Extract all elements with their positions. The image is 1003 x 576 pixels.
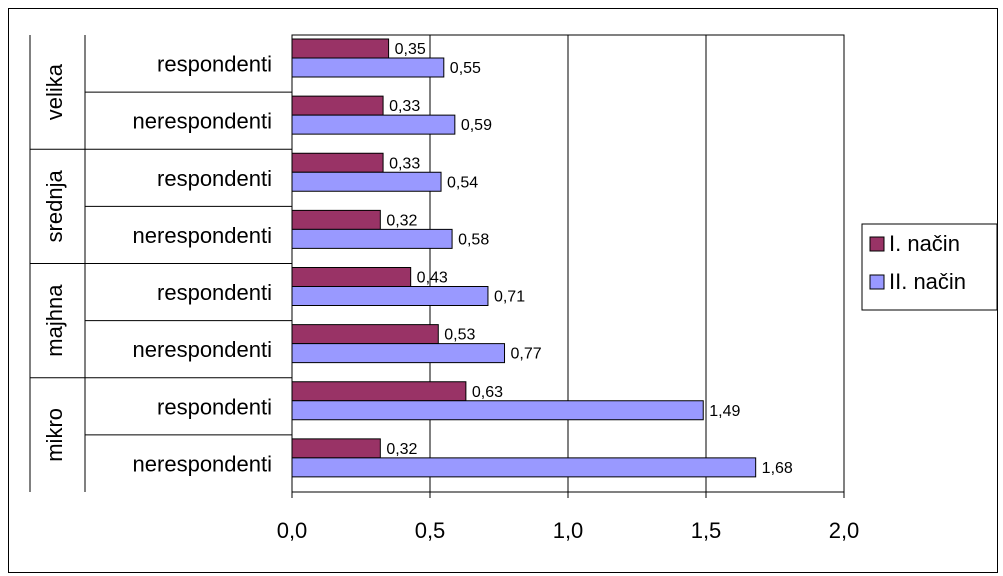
bar-series2 [291, 457, 757, 478]
bar-series1 [291, 152, 384, 173]
x-tick-label: 1,5 [691, 518, 722, 543]
bar-series2 [291, 57, 445, 78]
data-label: 0,59 [461, 117, 492, 134]
data-label: 0,32 [386, 212, 417, 229]
group-label: majhna [42, 284, 67, 357]
data-label: 0,55 [450, 60, 481, 77]
category-label: respondenti [157, 52, 272, 77]
group-label: srednja [42, 170, 67, 243]
x-tick-label: 0,0 [277, 518, 308, 543]
category-label: nerespondenti [133, 337, 272, 362]
chart-frame [8, 8, 998, 573]
data-label: 0,32 [386, 441, 417, 458]
group-label: velika [42, 63, 67, 120]
bar-series2 [291, 228, 453, 249]
x-tick-label: 2,0 [829, 518, 860, 543]
group-label: mikro [42, 408, 67, 462]
bar-series1 [291, 38, 390, 59]
category-label: respondenti [157, 166, 272, 191]
data-label: 0,77 [511, 346, 542, 363]
legend-label: II. način [889, 269, 966, 294]
bar-series1 [291, 267, 412, 287]
x-tick-label: 0,5 [415, 518, 446, 543]
legend-swatch [869, 236, 885, 252]
category-label: respondenti [157, 394, 272, 419]
legend-swatch [869, 274, 885, 290]
data-label: 1,68 [762, 460, 793, 477]
bar-series2 [291, 343, 506, 364]
bar-series2 [291, 400, 704, 421]
bar-series2 [291, 171, 442, 192]
data-label: 0,33 [389, 155, 420, 172]
data-label: 0,63 [472, 384, 503, 401]
data-label: 0,71 [494, 289, 525, 306]
bar-series2 [291, 114, 456, 135]
data-label: 0,33 [389, 98, 420, 115]
data-label: 1,49 [709, 403, 740, 420]
data-label: 0,58 [458, 231, 489, 248]
x-tick-label: 1,0 [553, 518, 584, 543]
category-label: nerespondenti [133, 109, 272, 134]
legend-label: I. način [889, 231, 960, 256]
category-label: nerespondenti [133, 223, 272, 248]
bar-series2 [291, 286, 489, 306]
bar-series1 [291, 209, 381, 230]
bar-series1 [291, 324, 439, 345]
bar-series1 [291, 381, 467, 402]
category-label: nerespondenti [133, 451, 272, 476]
bar-series1 [291, 95, 384, 116]
data-label: 0,54 [447, 174, 478, 191]
data-label: 0,35 [395, 41, 426, 58]
data-label: 0,43 [417, 270, 448, 287]
category-label: respondenti [157, 280, 272, 305]
data-label: 0,53 [444, 327, 475, 344]
bar-series1 [291, 438, 381, 459]
